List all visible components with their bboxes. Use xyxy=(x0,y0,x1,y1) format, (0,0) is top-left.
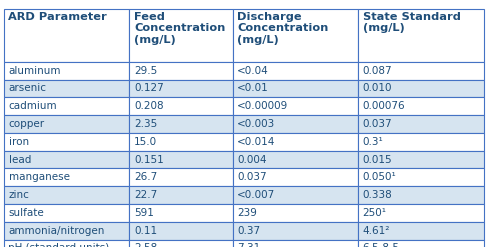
Bar xyxy=(130,222,233,240)
Text: 0.151: 0.151 xyxy=(134,155,164,165)
Text: 0.010: 0.010 xyxy=(362,83,392,93)
Bar xyxy=(130,186,233,204)
Bar xyxy=(130,168,233,186)
Bar xyxy=(4,222,130,240)
Text: 15.0: 15.0 xyxy=(134,137,157,147)
Text: aluminum: aluminum xyxy=(8,66,61,76)
Text: 0.037: 0.037 xyxy=(362,119,392,129)
Bar xyxy=(358,151,484,168)
Text: 0.050¹: 0.050¹ xyxy=(362,172,396,182)
Text: 239: 239 xyxy=(238,208,257,218)
Bar xyxy=(358,222,484,240)
Bar xyxy=(233,240,358,247)
Bar xyxy=(233,151,358,168)
Bar xyxy=(130,240,233,247)
Text: 7.31: 7.31 xyxy=(238,244,260,247)
Text: <0.04: <0.04 xyxy=(238,66,269,76)
Text: zinc: zinc xyxy=(8,190,29,200)
Bar xyxy=(233,62,358,80)
Text: 26.7: 26.7 xyxy=(134,172,157,182)
Bar xyxy=(130,133,233,151)
Bar xyxy=(358,133,484,151)
Bar xyxy=(233,9,358,62)
Bar xyxy=(233,222,358,240)
Bar xyxy=(4,80,130,97)
Text: 591: 591 xyxy=(134,208,154,218)
Bar xyxy=(4,115,130,133)
Bar xyxy=(130,97,233,115)
Bar xyxy=(130,9,233,62)
Text: sulfate: sulfate xyxy=(8,208,44,218)
Bar xyxy=(4,62,130,80)
Bar xyxy=(233,115,358,133)
Bar xyxy=(4,186,130,204)
Text: 2.58: 2.58 xyxy=(134,244,157,247)
Bar xyxy=(358,240,484,247)
Text: 2.35: 2.35 xyxy=(134,119,157,129)
Text: 0.11: 0.11 xyxy=(134,226,157,236)
Text: <0.00009: <0.00009 xyxy=(238,101,288,111)
Bar xyxy=(233,80,358,97)
Bar xyxy=(233,168,358,186)
Text: Feed
Concentration
(mg/L): Feed Concentration (mg/L) xyxy=(134,12,226,45)
Text: <0.014: <0.014 xyxy=(238,137,276,147)
Text: copper: copper xyxy=(8,119,44,129)
Text: iron: iron xyxy=(8,137,28,147)
Text: 0.338: 0.338 xyxy=(362,190,392,200)
Text: Discharge
Concentration
(mg/L): Discharge Concentration (mg/L) xyxy=(238,12,328,45)
Text: 0.004: 0.004 xyxy=(238,155,267,165)
Bar xyxy=(358,204,484,222)
Bar xyxy=(358,97,484,115)
Bar xyxy=(358,186,484,204)
Bar xyxy=(358,115,484,133)
Bar xyxy=(358,9,484,62)
Bar xyxy=(130,80,233,97)
Bar xyxy=(233,186,358,204)
Text: 0.208: 0.208 xyxy=(134,101,164,111)
Bar xyxy=(130,151,233,168)
Bar xyxy=(130,62,233,80)
Text: ARD Parameter: ARD Parameter xyxy=(8,12,107,21)
Bar xyxy=(233,204,358,222)
Bar xyxy=(4,240,130,247)
Text: 0.087: 0.087 xyxy=(362,66,392,76)
Bar xyxy=(358,62,484,80)
Bar xyxy=(4,168,130,186)
Text: arsenic: arsenic xyxy=(8,83,46,93)
Text: ammonia/nitrogen: ammonia/nitrogen xyxy=(8,226,105,236)
Bar xyxy=(358,168,484,186)
Bar xyxy=(4,204,130,222)
Text: lead: lead xyxy=(8,155,31,165)
Bar xyxy=(233,133,358,151)
Text: State Standard
(mg/L): State Standard (mg/L) xyxy=(362,12,460,33)
Bar xyxy=(4,9,130,62)
Text: pH (standard units): pH (standard units) xyxy=(8,244,110,247)
Text: <0.003: <0.003 xyxy=(238,119,276,129)
Text: 4.61²: 4.61² xyxy=(362,226,390,236)
Text: 0.127: 0.127 xyxy=(134,83,164,93)
Bar xyxy=(130,204,233,222)
Bar xyxy=(4,133,130,151)
Text: 22.7: 22.7 xyxy=(134,190,157,200)
Bar xyxy=(358,80,484,97)
Text: manganese: manganese xyxy=(8,172,70,182)
Text: 250¹: 250¹ xyxy=(362,208,386,218)
Bar xyxy=(4,151,130,168)
Text: 0.015: 0.015 xyxy=(362,155,392,165)
Bar xyxy=(4,97,130,115)
Text: 0.037: 0.037 xyxy=(238,172,267,182)
Text: <0.01: <0.01 xyxy=(238,83,269,93)
Text: 6.5-8.5: 6.5-8.5 xyxy=(362,244,400,247)
Bar xyxy=(130,115,233,133)
Text: <0.007: <0.007 xyxy=(238,190,276,200)
Bar xyxy=(233,97,358,115)
Text: cadmium: cadmium xyxy=(8,101,57,111)
Text: 0.3¹: 0.3¹ xyxy=(362,137,384,147)
Text: 0.00076: 0.00076 xyxy=(362,101,406,111)
Text: 0.37: 0.37 xyxy=(238,226,260,236)
Text: 29.5: 29.5 xyxy=(134,66,157,76)
